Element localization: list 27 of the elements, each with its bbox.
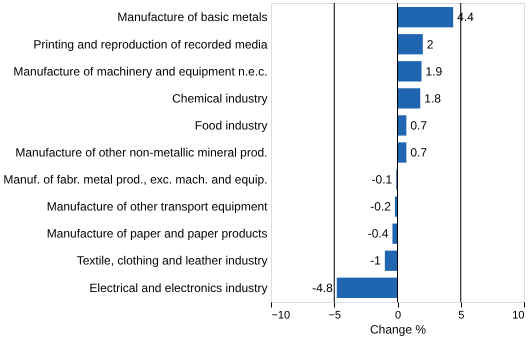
- y-tick-label: Printing and reproduction of recorded media: [33, 37, 268, 52]
- y-tick-label: Electrical and electronics industry: [89, 280, 268, 295]
- data-label: -0.4: [368, 226, 389, 241]
- y-tick-label: Chemical industry: [172, 91, 268, 106]
- x-tick-label: 5: [458, 310, 464, 322]
- y-tick-label: Manufacture of other transport equipment: [46, 200, 268, 214]
- data-label: 0.7: [410, 118, 428, 132]
- data-label: -4.8: [312, 280, 334, 295]
- data-label: -1: [370, 254, 382, 268]
- data-label: -0.1: [372, 172, 393, 187]
- y-tick-label: Manufacture of paper and paper products: [46, 226, 268, 241]
- data-label: -0.2: [370, 200, 392, 214]
- y-tick-label: Manufacture of machinery and equipment n.e.c.: [13, 64, 268, 78]
- x-tick-label: −10: [272, 310, 290, 322]
- y-tick-label: Manufacture of basic metals: [117, 10, 268, 24]
- y-tick-label: Food industry: [194, 118, 268, 132]
- data-label: 0.7: [410, 146, 428, 160]
- data-label: 2: [426, 37, 434, 52]
- y-tick-label: Manuf. of fabr. metal prod., exc. mach. and equip.: [3, 172, 268, 187]
- y-tick-label: Manufacture of other non-metallic mineral prod.: [15, 146, 268, 160]
- x-tick-label: 10: [512, 310, 524, 322]
- data-label: 1.8: [424, 91, 442, 106]
- y-tick-label: Textile, clothing and leather industry: [76, 254, 268, 268]
- x-axis-title: Change %: [370, 322, 426, 336]
- x-tick-label: 0: [394, 310, 402, 322]
- x-tick-label: −5: [328, 310, 342, 322]
- data-label: 1.9: [426, 64, 443, 78]
